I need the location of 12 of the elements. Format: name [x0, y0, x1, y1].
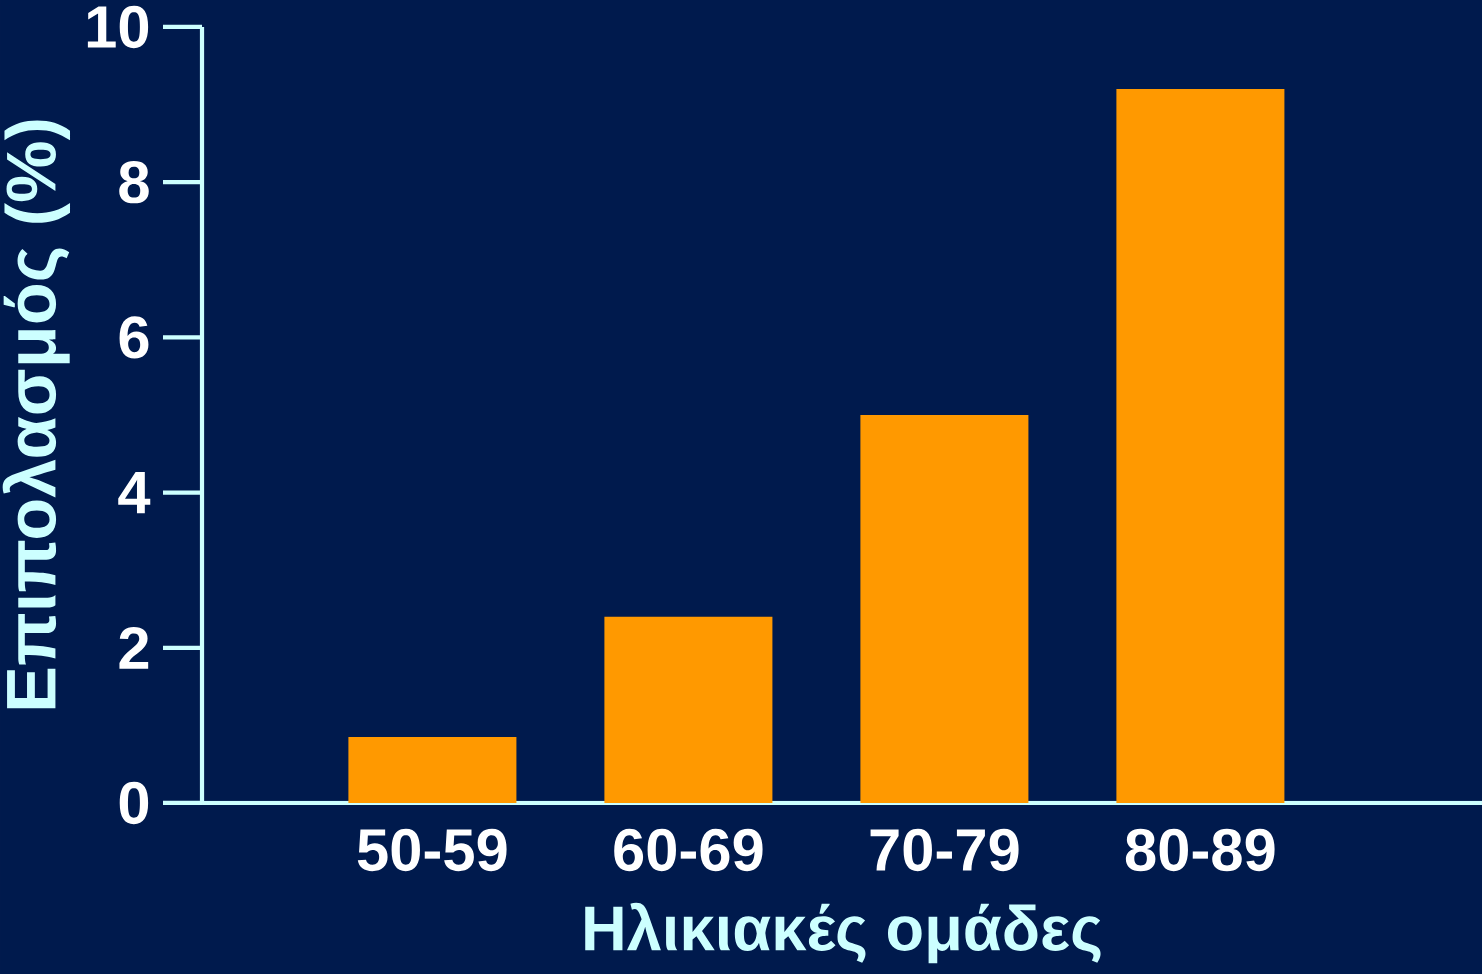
y-tick-label: 8 [119, 161, 149, 204]
y-tick-label: 0 [119, 781, 149, 825]
y-axis-title: Επιπολασμός (%) [2, 120, 71, 709]
x-tick-label: 50-59 [357, 828, 507, 872]
x-tick-label: 70-79 [870, 828, 1019, 872]
x-tick-label: 60-69 [614, 828, 763, 872]
y-tick-label: 6 [119, 316, 149, 359]
y-tick-label: 4 [118, 472, 151, 514]
x-tick-label: 80-89 [1125, 828, 1275, 872]
x-axis-title: Ηλικιακές ομάδες [585, 902, 1101, 964]
y-tick-label: 2 [119, 626, 149, 669]
y-tick-label: 10 [87, 5, 149, 49]
